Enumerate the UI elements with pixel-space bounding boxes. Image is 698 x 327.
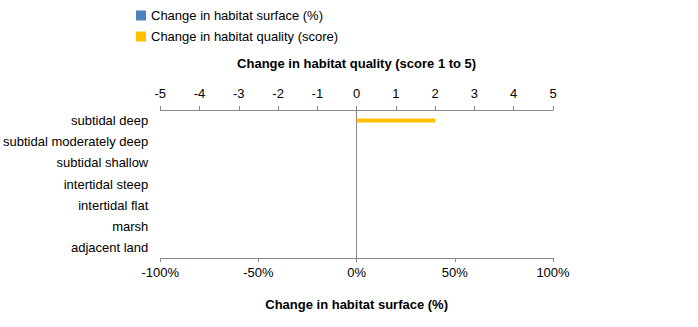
svg-text:-3: -3	[233, 86, 245, 101]
svg-text:subtidal deep: subtidal deep	[71, 113, 148, 128]
svg-text:subtidal moderately deep: subtidal moderately deep	[3, 134, 148, 149]
svg-text:2: 2	[432, 86, 439, 101]
svg-text:-100%: -100%	[141, 265, 179, 280]
svg-text:0: 0	[353, 86, 360, 101]
svg-text:Change in habitat surface (%): Change in habitat surface (%)	[265, 297, 448, 312]
svg-text:intertidal steep: intertidal steep	[64, 177, 149, 192]
svg-text:0%: 0%	[347, 265, 366, 280]
svg-text:5: 5	[549, 86, 556, 101]
svg-text:-5: -5	[154, 86, 166, 101]
svg-text:marsh: marsh	[112, 219, 148, 234]
svg-text:adjacent land: adjacent land	[71, 240, 148, 255]
svg-text:-50%: -50%	[243, 265, 274, 280]
svg-text:1: 1	[392, 86, 399, 101]
svg-text:Change in habitat quality (sco: Change in habitat quality (score 1 to 5)	[237, 56, 476, 71]
svg-text:100%: 100%	[536, 265, 570, 280]
svg-text:Change in habitat quality (sco: Change in habitat quality (score)	[151, 29, 338, 44]
svg-text:4: 4	[510, 86, 517, 101]
svg-text:Change in habitat surface (%): Change in habitat surface (%)	[151, 8, 323, 23]
svg-text:-1: -1	[312, 86, 324, 101]
svg-text:-4: -4	[194, 86, 206, 101]
svg-text:intertidal flat: intertidal flat	[78, 198, 148, 213]
svg-text:3: 3	[471, 86, 478, 101]
svg-text:50%: 50%	[442, 265, 468, 280]
svg-text:subtidal shallow: subtidal shallow	[56, 155, 148, 170]
svg-text:-2: -2	[272, 86, 284, 101]
